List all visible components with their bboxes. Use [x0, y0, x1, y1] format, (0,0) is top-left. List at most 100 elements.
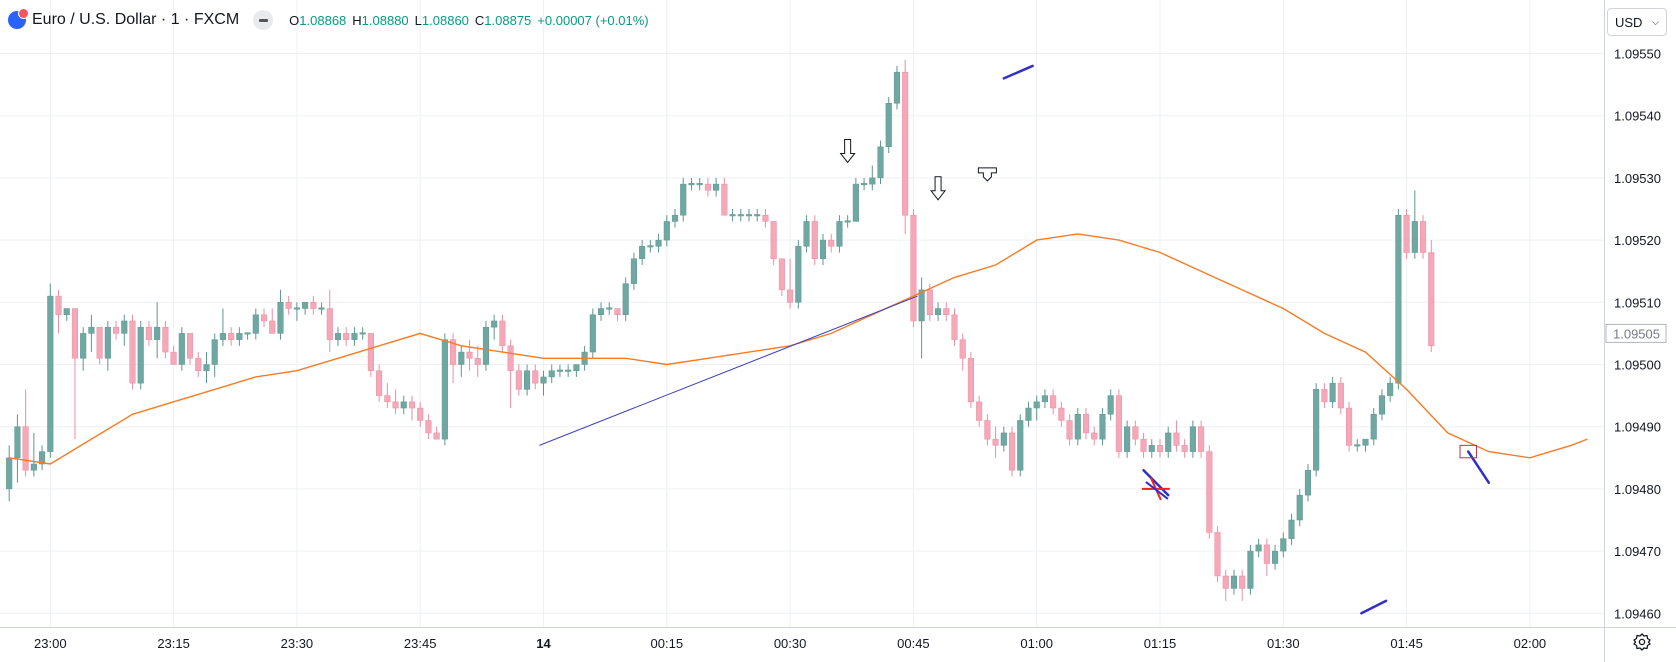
- candle-body: [121, 320, 128, 334]
- candle: [425, 414, 432, 440]
- candle: [1428, 240, 1435, 353]
- candle: [482, 320, 490, 371]
- candle-body: [943, 308, 950, 315]
- candle: [113, 320, 120, 340]
- candle: [1378, 389, 1385, 421]
- candle-body: [852, 183, 859, 222]
- candle: [688, 177, 695, 191]
- candle: [639, 240, 646, 265]
- candle-body: [1321, 389, 1328, 403]
- candle-body: [828, 239, 835, 247]
- candle: [1140, 432, 1147, 458]
- candle: [203, 352, 210, 384]
- gear-icon[interactable]: [1632, 632, 1652, 652]
- candle-body: [1329, 382, 1336, 403]
- candle: [1304, 464, 1312, 502]
- candle-body: [326, 308, 333, 340]
- open-label: O: [289, 12, 300, 28]
- candle-body: [433, 432, 440, 440]
- candle: [1115, 389, 1122, 458]
- candle-body: [1148, 445, 1155, 452]
- candle-body: [597, 308, 605, 315]
- candle: [836, 215, 843, 253]
- x-tick-label: 00:45: [897, 636, 930, 651]
- candle: [696, 177, 703, 191]
- candle: [334, 327, 342, 346]
- candle: [195, 352, 202, 377]
- currency-select[interactable]: USD ⌵: [1607, 8, 1667, 36]
- candle-body: [269, 320, 276, 334]
- y-tick-label: 1.09470: [1614, 544, 1661, 559]
- candle: [96, 326, 103, 365]
- candle: [680, 177, 687, 222]
- open-value: 1.08868: [299, 12, 347, 28]
- candle: [1074, 408, 1081, 446]
- candle: [1280, 532, 1287, 558]
- candle: [795, 240, 802, 309]
- candle: [819, 233, 827, 265]
- currency-value: USD: [1615, 14, 1643, 30]
- candle-body: [1428, 252, 1435, 347]
- candle: [137, 320, 144, 390]
- annotation-segment: [1360, 599, 1388, 615]
- candle-body: [1337, 382, 1344, 409]
- candle-body: [63, 308, 70, 315]
- candle-body: [244, 332, 251, 335]
- candle-body: [976, 401, 983, 421]
- close-value: 1.08875: [484, 12, 532, 28]
- candle: [458, 345, 465, 377]
- candle: [1041, 389, 1048, 409]
- candle-body: [211, 339, 218, 365]
- candle: [1255, 538, 1262, 558]
- candle: [1132, 420, 1139, 446]
- candle: [310, 296, 317, 315]
- candle-body: [877, 146, 884, 179]
- candle: [589, 308, 596, 359]
- candle-body: [285, 302, 292, 309]
- candle: [606, 302, 613, 315]
- chevron-down-icon: ⌵: [1652, 16, 1659, 27]
- candle: [992, 426, 999, 458]
- candle: [1099, 408, 1106, 446]
- candle: [1296, 488, 1303, 527]
- candle: [491, 314, 498, 340]
- candle-body: [39, 451, 46, 465]
- candle: [540, 370, 547, 396]
- y-tick-label: 1.09510: [1614, 295, 1661, 310]
- candle: [877, 140, 884, 185]
- candle: [1329, 376, 1336, 409]
- candle-body: [1263, 544, 1270, 564]
- candles: [6, 59, 1435, 601]
- candle-body: [392, 401, 399, 409]
- candle-body: [1140, 438, 1147, 452]
- candle: [1395, 209, 1402, 390]
- candle-body: [400, 401, 407, 409]
- candle: [30, 432, 37, 477]
- candle: [1263, 538, 1270, 576]
- candle-body: [1362, 438, 1369, 446]
- symbol-title[interactable]: Euro / U.S. Dollar · 1 · FXCM: [32, 11, 240, 28]
- candle: [367, 333, 374, 377]
- candle: [548, 364, 555, 384]
- candle: [1230, 569, 1238, 595]
- candle-body: [170, 351, 177, 365]
- candle-body: [384, 395, 391, 403]
- candle-body: [1082, 414, 1090, 434]
- candle: [55, 289, 62, 334]
- candle: [186, 333, 194, 365]
- minus-icon[interactable]: [253, 10, 274, 30]
- candle-body: [310, 302, 317, 309]
- candle: [885, 97, 892, 154]
- candle: [614, 308, 621, 321]
- candle: [450, 333, 457, 384]
- high-value: 1.08880: [361, 12, 409, 28]
- candle: [39, 445, 46, 471]
- candle: [1124, 420, 1131, 458]
- cross-stroke: [1145, 481, 1169, 500]
- candle-body: [260, 314, 268, 322]
- candle: [852, 177, 859, 222]
- candle-body: [507, 345, 514, 371]
- candle-body: [524, 370, 531, 390]
- candle-body: [1403, 214, 1410, 253]
